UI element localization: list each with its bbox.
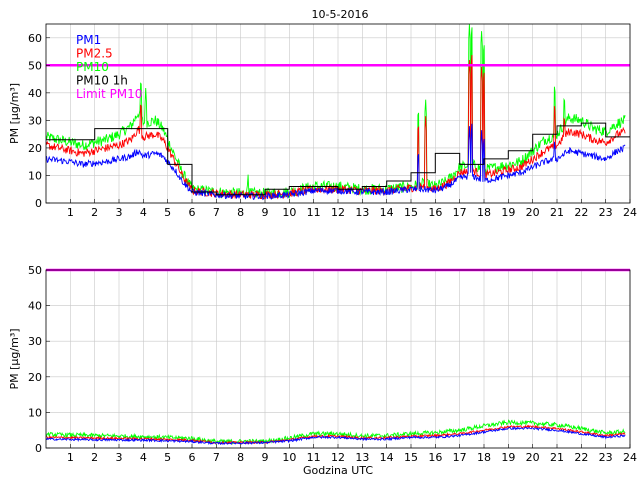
x-tick-label: 13 <box>355 451 369 464</box>
x-tick-label: 3 <box>116 451 123 464</box>
x-tick-label: 12 <box>331 451 345 464</box>
x-tick-label: 1 <box>67 206 74 219</box>
x-tick-label: 24 <box>623 451 637 464</box>
top-panel: 1 2 3 4 5 6 7 8 9 10 11 12 13 14 15 16 17 18 19 20 21 22 23 240… <box>8 23 637 219</box>
x-tick-label: 17 <box>453 206 467 219</box>
x-tick-label: 20 <box>526 206 540 219</box>
series-group <box>46 24 630 201</box>
x-axis-label: Godzina UTC <box>303 464 373 477</box>
x-tick-label: 18 <box>477 451 491 464</box>
x-tick-label: 4 <box>140 451 147 464</box>
series-line-pm1 <box>46 426 626 446</box>
x-tick-label: 23 <box>599 451 613 464</box>
legend-entry: PM2.5 <box>76 47 113 61</box>
series-group <box>46 419 626 446</box>
y-tick-label: 40 <box>28 300 42 313</box>
x-tick-label: 19 <box>501 206 515 219</box>
y-tick-label: 10 <box>28 169 42 182</box>
x-tick-label: 3 <box>116 206 123 219</box>
x-tick-label: 13 <box>355 206 369 219</box>
series-line-pm10_1h <box>46 122 630 196</box>
y-tick-label: 0 <box>35 442 42 455</box>
series-line-pm10 <box>46 24 626 200</box>
y-tick-label: 0 <box>35 197 42 210</box>
x-tick-label: 7 <box>213 206 220 219</box>
y-tick-label: 30 <box>28 335 42 348</box>
x-tick-label: 14 <box>380 206 394 219</box>
x-tick-label: 15 <box>404 206 418 219</box>
x-tick-label: 5 <box>164 451 171 464</box>
x-tick-label: 22 <box>574 451 588 464</box>
y-tick-label: 40 <box>28 87 42 100</box>
bottom-panel: 1 2 3 4 5 6 7 8 9 10 11 12 13 14 15 16 17 18 19 20 21 22 23 240… <box>8 264 637 477</box>
x-tick-label: 16 <box>428 206 442 219</box>
x-tick-label: 4 <box>140 206 147 219</box>
x-tick-label: 6 <box>189 451 196 464</box>
y-tick-label: 20 <box>28 142 42 155</box>
x-tick-label: 8 <box>237 451 244 464</box>
x-tick-label: 22 <box>574 206 588 219</box>
y-tick-label: 30 <box>28 114 42 127</box>
x-tick-label: 2 <box>91 206 98 219</box>
x-tick-label: 1 <box>67 451 74 464</box>
x-tick-label: 24 <box>623 206 637 219</box>
y-tick-label: 50 <box>28 59 42 72</box>
x-tick-label: 10 <box>282 206 296 219</box>
series-line-pm10 <box>46 419 626 446</box>
x-tick-label: 5 <box>164 206 171 219</box>
x-tick-label: 12 <box>331 206 345 219</box>
y-tick-label: 50 <box>28 264 42 277</box>
x-tick-label: 21 <box>550 451 564 464</box>
x-tick-label: 14 <box>380 451 394 464</box>
legend-entry: PM10 1h <box>76 74 128 88</box>
legend-entry: PM1 <box>76 33 101 47</box>
y-axis-label: PM [µg/m³] <box>8 83 21 144</box>
x-tick-label: 6 <box>189 206 196 219</box>
x-tick-label: 10 <box>282 451 296 464</box>
legend-entry: Limit PM10 <box>76 87 142 101</box>
x-tick-label: 18 <box>477 206 491 219</box>
x-tick-label: 19 <box>501 451 515 464</box>
legend-entry: PM10 <box>76 60 109 74</box>
x-tick-label: 11 <box>307 206 321 219</box>
x-tick-label: 7 <box>213 451 220 464</box>
chart-title: 10-5-2016 <box>312 8 369 21</box>
x-tick-label: 23 <box>599 206 613 219</box>
x-tick-label: 11 <box>307 451 321 464</box>
x-tick-label: 17 <box>453 451 467 464</box>
x-tick-label: 2 <box>91 451 98 464</box>
x-tick-label: 9 <box>262 206 269 219</box>
x-tick-label: 9 <box>262 451 269 464</box>
y-tick-label: 20 <box>28 371 42 384</box>
x-tick-label: 21 <box>550 206 564 219</box>
series-line-pm1 <box>46 123 626 201</box>
y-tick-label: 10 <box>28 406 42 419</box>
y-axis-label: PM [µg/m³] <box>8 328 21 389</box>
y-tick-label: 60 <box>28 32 42 45</box>
x-tick-label: 20 <box>526 451 540 464</box>
x-tick-label: 15 <box>404 451 418 464</box>
x-tick-label: 8 <box>237 206 244 219</box>
x-tick-label: 16 <box>428 451 442 464</box>
